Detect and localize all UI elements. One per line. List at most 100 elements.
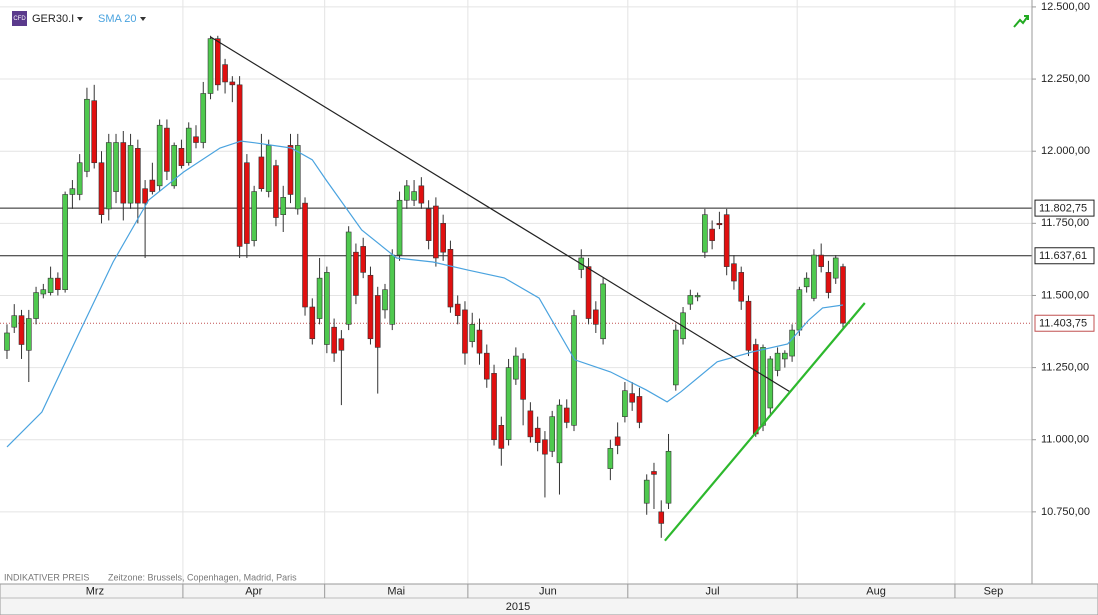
candle-body <box>840 266 846 324</box>
candle-body <box>207 38 214 94</box>
candle-body <box>629 393 635 403</box>
candle-body <box>607 448 614 469</box>
candle-body <box>33 292 39 319</box>
candle-body <box>694 295 701 298</box>
candle-body <box>600 283 606 340</box>
candle-body <box>505 367 512 441</box>
candle-body <box>353 251 359 296</box>
cfd-icon-label: CFD <box>13 16 26 22</box>
candle-body <box>98 162 105 215</box>
candle-body <box>745 300 752 351</box>
sma-line <box>6 140 844 448</box>
candle-body <box>316 277 323 319</box>
candle-body <box>258 156 265 190</box>
candle-body <box>273 165 279 218</box>
candle-body <box>476 329 483 354</box>
candle-body <box>244 162 250 244</box>
candle-body <box>534 427 541 443</box>
candle-body <box>396 199 403 256</box>
candle-body <box>789 329 795 357</box>
candle-body <box>55 277 61 290</box>
candle-body <box>113 142 119 192</box>
candle-body <box>782 352 788 360</box>
cfd-icon <box>12 11 27 26</box>
candle-body <box>265 145 272 192</box>
candle-body <box>491 373 497 441</box>
candle-body <box>818 254 824 267</box>
candle-body <box>796 289 803 331</box>
y-tick-label: 11.250,00 <box>1041 362 1089 374</box>
symbol-dropdown[interactable] <box>77 17 83 21</box>
candle-body <box>62 194 68 290</box>
indicator-label[interactable]: SMA 20 <box>98 13 137 25</box>
footer-left: INDIKATIVER PREIS <box>4 572 89 582</box>
y-tick-label: 10.750,00 <box>1041 506 1090 518</box>
candle-body <box>425 208 432 241</box>
candle-body <box>556 404 563 464</box>
y-tick-label: 11.500,00 <box>1041 289 1089 301</box>
y-tick-label: 12.250,00 <box>1041 73 1090 85</box>
symbol[interactable]: GER30.I <box>32 13 74 25</box>
candle-body <box>709 228 715 241</box>
candle-body <box>752 344 759 435</box>
candle-body <box>294 145 301 210</box>
candle-body <box>585 266 592 319</box>
candle-body <box>4 332 10 351</box>
trendline <box>210 36 791 393</box>
candle-body <box>374 295 381 348</box>
indicator-dropdown[interactable] <box>140 17 146 21</box>
candle-body <box>433 205 439 259</box>
candle-body <box>135 148 141 204</box>
y-tick-label: 11.000,00 <box>1041 434 1089 446</box>
level-label-box <box>1034 247 1095 265</box>
candle-body <box>367 274 374 340</box>
candle-body <box>811 254 817 299</box>
candle-body <box>549 416 556 452</box>
candle-body <box>280 197 287 215</box>
candle-body <box>614 436 621 446</box>
candle-body <box>702 214 708 253</box>
candle-body <box>665 450 672 504</box>
level-label: 11.403,75 <box>1039 318 1087 330</box>
candle-body <box>185 127 192 164</box>
candle-body <box>331 326 337 354</box>
candle-body <box>324 272 330 345</box>
candle-body <box>40 289 47 295</box>
candle-body <box>105 142 112 210</box>
candle-body <box>156 124 163 187</box>
year-label: 2015 <box>506 601 530 613</box>
candle-body <box>171 145 177 187</box>
candle-body <box>716 223 723 226</box>
candle-body <box>418 185 425 204</box>
footer-right: Zeitzone: Brussels, Copenhagen, Madrid, … <box>108 572 297 582</box>
candle-body <box>498 425 505 449</box>
candle-body <box>287 145 294 195</box>
x-tick-label: Mai <box>387 585 405 597</box>
candle-body <box>469 324 476 342</box>
candle-body <box>178 148 185 166</box>
candle-body <box>803 277 810 288</box>
candle-body <box>520 358 526 400</box>
candle-body <box>25 318 32 351</box>
candle-body <box>687 295 694 305</box>
candle-body <box>411 191 417 201</box>
candle-body <box>76 162 83 195</box>
candle-body <box>11 315 18 328</box>
candle-body <box>360 246 366 273</box>
trend-icon[interactable] <box>1013 15 1029 28</box>
candle-body <box>542 439 548 455</box>
candle-body <box>593 309 599 325</box>
level-label: 11.637,61 <box>1039 250 1087 262</box>
candle-body <box>672 329 679 386</box>
candle-body <box>774 352 781 371</box>
level-label-box <box>1034 199 1095 217</box>
candle-body <box>738 272 745 302</box>
trendline <box>664 302 866 542</box>
candle-body <box>527 410 534 438</box>
candle-body <box>832 257 839 279</box>
candle-body <box>563 407 570 423</box>
candle-body <box>229 81 236 86</box>
x-tick-label: Apr <box>245 585 262 597</box>
